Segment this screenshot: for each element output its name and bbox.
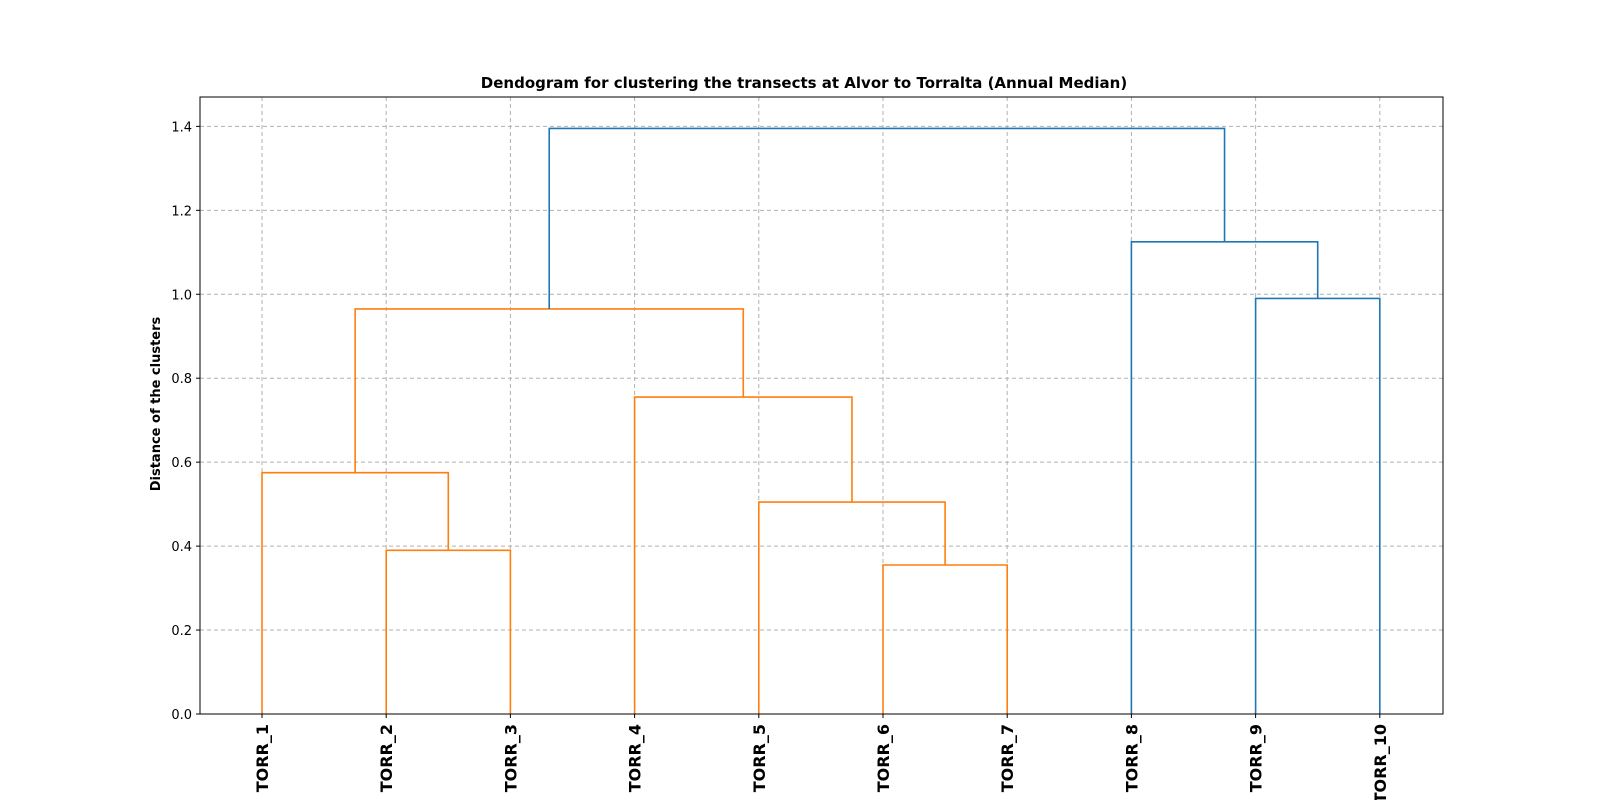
dendrogram-link <box>882 564 1008 714</box>
dendrogram-links <box>261 127 1381 714</box>
x-tick-label: TORR_6 <box>874 724 893 792</box>
y-axis-ticks: 0.0 0.2 0.4 0.6 0.8 1.0 1.2 1.4 <box>171 120 200 723</box>
dendrogram-link <box>354 308 745 473</box>
y-tick-label: 0.6 <box>171 456 192 471</box>
plot-frame <box>199 96 1444 715</box>
x-tick-label: TORR_7 <box>998 724 1017 792</box>
y-tick-label: 0.4 <box>171 540 192 555</box>
y-tick-label: 1.0 <box>171 288 192 303</box>
x-tick-label: TORR_4 <box>626 724 645 792</box>
y-tick-label: 0.2 <box>171 624 192 639</box>
dendrogram-link <box>548 127 1226 309</box>
x-tick-label: TORR_9 <box>1247 724 1266 792</box>
x-tick-label: TORR_8 <box>1122 724 1141 792</box>
chart-title: Dendogram for clustering the transects a… <box>481 74 1127 92</box>
x-tick-label: TORR_5 <box>750 724 769 792</box>
x-tick-label: TORR_1 <box>253 724 272 792</box>
y-tick-label: 0.8 <box>171 372 192 387</box>
y-tick-label: 1.4 <box>171 120 192 135</box>
x-axis-ticks: TORR_1 TORR_2 TORR_3 TORR_4 TORR_5 TORR_6 TORR… <box>253 714 1390 800</box>
x-tick-label: TORR_10 <box>1371 724 1390 800</box>
y-axis-label: Distance of the clusters <box>149 316 164 491</box>
x-tick-label: TORR_3 <box>501 724 520 792</box>
y-tick-label: 1.2 <box>171 204 192 219</box>
x-tick-label: TORR_2 <box>377 724 396 792</box>
y-tick-label: 0.0 <box>171 708 192 723</box>
